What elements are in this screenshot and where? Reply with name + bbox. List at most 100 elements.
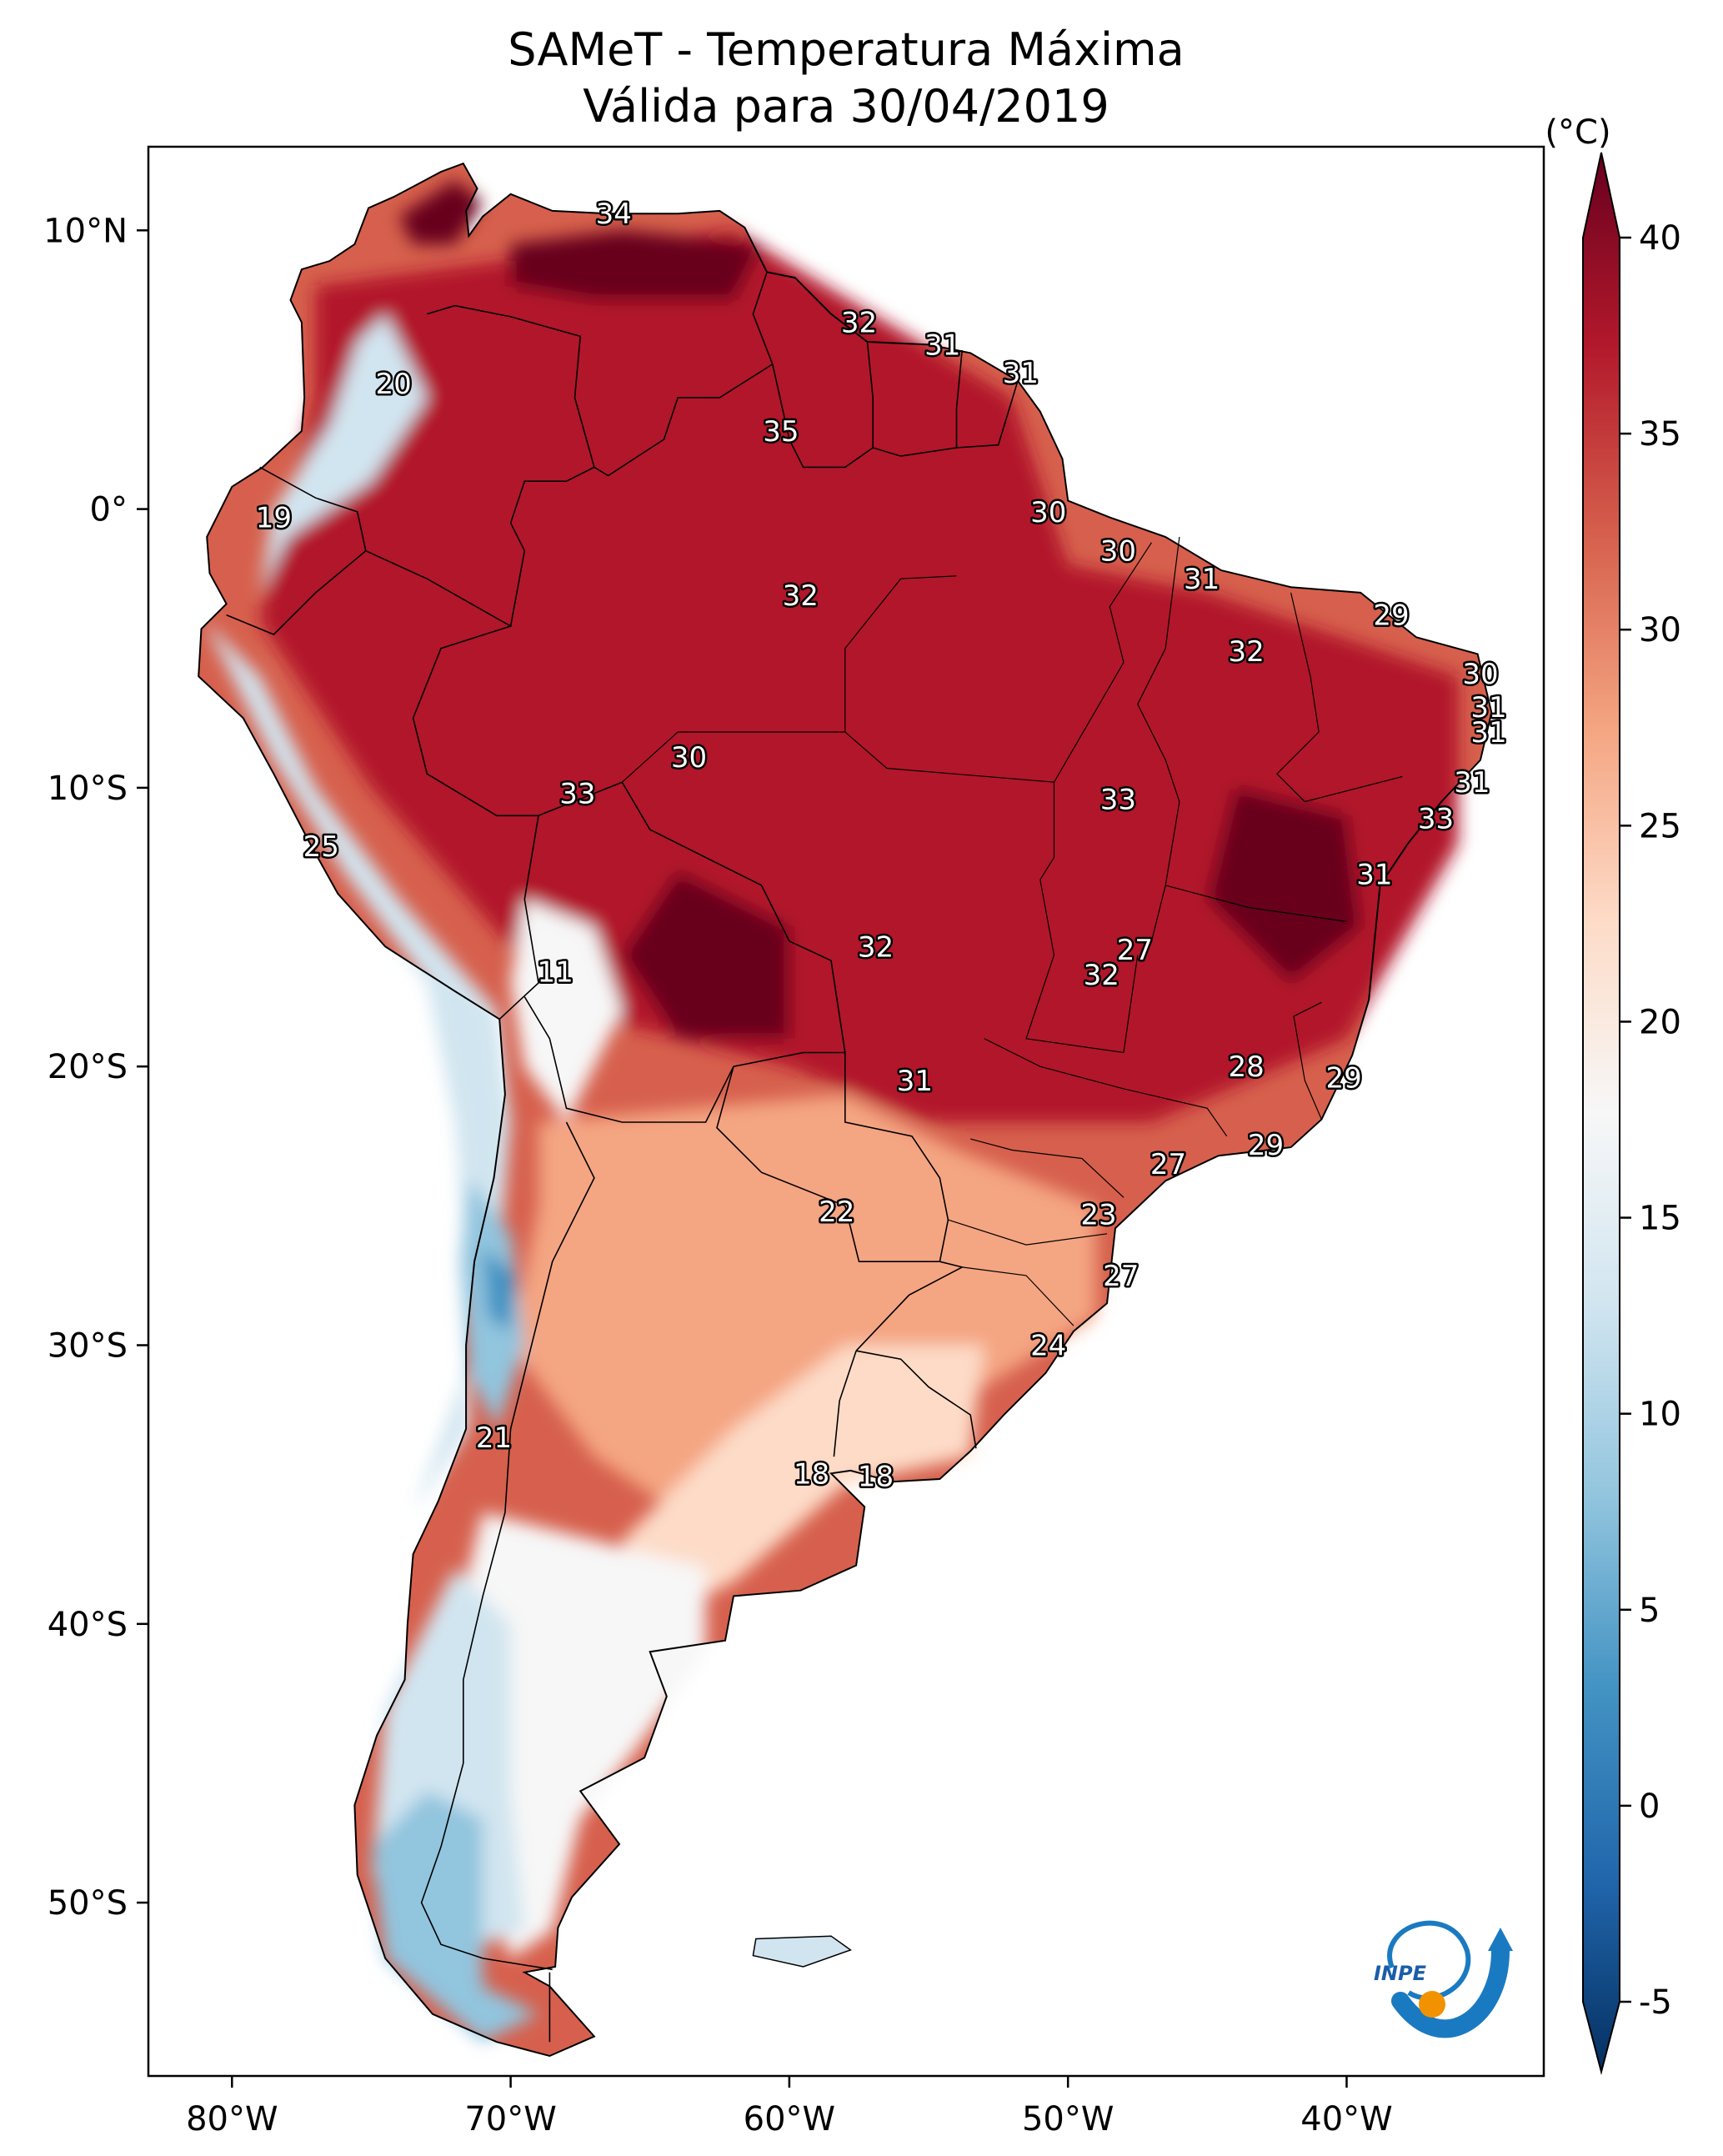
temperature-label: 11 bbox=[537, 956, 573, 990]
country-border bbox=[956, 380, 1019, 449]
temperature-label: 32 bbox=[858, 930, 894, 964]
temperature-label: 23 bbox=[1080, 1198, 1116, 1231]
state-border bbox=[1025, 880, 1139, 1054]
temperature-label: 35 bbox=[763, 415, 799, 449]
lon-tick-label: 70°W bbox=[464, 2100, 556, 2138]
lat-tick-label: 10°N bbox=[43, 212, 128, 250]
temperature-label: 19 bbox=[256, 502, 292, 535]
temperature-label: 27 bbox=[1117, 934, 1153, 967]
temperature-label: 24 bbox=[1030, 1329, 1066, 1362]
lon-tick-label: 60°W bbox=[744, 2100, 835, 2138]
temperature-label: 30 bbox=[1100, 535, 1136, 569]
temperature-label: 22 bbox=[819, 1196, 854, 1229]
temperature-label: 32 bbox=[841, 307, 877, 340]
temperature-region bbox=[259, 230, 1459, 1122]
temperature-label: 28 bbox=[1229, 1050, 1265, 1084]
temperature-label: 25 bbox=[303, 830, 339, 864]
country-border bbox=[772, 341, 874, 469]
temperature-blobs bbox=[203, 180, 1459, 2043]
colorbar-tick-label: 20 bbox=[1639, 1003, 1681, 1041]
temperature-label: 30 bbox=[671, 741, 707, 775]
temperature-label: 33 bbox=[1418, 803, 1454, 836]
lat-tick-label: 0° bbox=[90, 491, 128, 529]
country-border bbox=[365, 549, 539, 1020]
temperature-label: 18 bbox=[858, 1461, 894, 1494]
temperature-label: 32 bbox=[1229, 635, 1265, 669]
colorbar-tick-label: 25 bbox=[1639, 807, 1681, 845]
state-border bbox=[844, 575, 957, 732]
state-border bbox=[1053, 542, 1153, 783]
colorbar-tick-label: 15 bbox=[1639, 1200, 1681, 1238]
coastline bbox=[198, 162, 1493, 2058]
temperature-label: 31 bbox=[1356, 859, 1392, 892]
temperature-label: 33 bbox=[1100, 783, 1136, 816]
temperature-label: 32 bbox=[783, 579, 819, 613]
temperature-label: 21 bbox=[476, 1421, 512, 1455]
temperature-label: 34 bbox=[596, 198, 632, 231]
state-border bbox=[962, 1266, 1074, 1326]
temperature-label: 29 bbox=[1373, 599, 1409, 633]
state-border bbox=[1293, 1001, 1322, 1120]
colorbar-tick-label: 35 bbox=[1639, 415, 1681, 454]
temperature-region bbox=[510, 230, 762, 300]
country-border bbox=[594, 272, 774, 477]
temperature-label: 27 bbox=[1150, 1148, 1186, 1181]
map-title: SAMeT - Temperatura Máxima bbox=[508, 23, 1185, 76]
state-border bbox=[1276, 592, 1403, 803]
temperature-label: 29 bbox=[1326, 1062, 1362, 1096]
colorbar: 40 35 30 25 20 15 10 5 0 -5 (°C) bbox=[1545, 113, 1681, 2075]
temperature-region bbox=[398, 180, 483, 244]
falklands-island bbox=[752, 1935, 853, 1968]
colorbar-tick-label: 0 bbox=[1639, 1787, 1660, 1826]
country-border bbox=[420, 1121, 595, 1971]
lat-tick-label: 10°S bbox=[48, 770, 128, 808]
lon-tick-label: 50°W bbox=[1022, 2100, 1114, 2138]
logo-sun-icon bbox=[1419, 1991, 1445, 2018]
temperature-label: 20 bbox=[376, 368, 412, 401]
lat-tick-label: 20°S bbox=[48, 1048, 128, 1086]
temperature-label: 30 bbox=[1462, 658, 1498, 691]
lat-tick-label: 50°S bbox=[48, 1884, 128, 1923]
state-border bbox=[1165, 885, 1347, 922]
country-border bbox=[833, 1350, 857, 1457]
state-border bbox=[970, 1138, 1124, 1198]
temperature-label: 31 bbox=[1003, 357, 1039, 390]
colorbar-tick-label: 30 bbox=[1639, 611, 1681, 649]
temperature-label: 32 bbox=[1084, 959, 1119, 992]
map-subtitle: Válida para 30/04/2019 bbox=[583, 80, 1109, 133]
temperature-label: 18 bbox=[794, 1457, 829, 1491]
temperature-region bbox=[203, 620, 511, 1513]
colorbar-tick-label: 40 bbox=[1639, 219, 1681, 258]
lat-tick-label: 40°S bbox=[48, 1606, 128, 1644]
map-frame bbox=[147, 145, 1545, 2078]
colorbar-unit: (°C) bbox=[1545, 113, 1610, 152]
country-border bbox=[855, 1261, 964, 1351]
temperature-label: 31 bbox=[924, 328, 960, 362]
colorbar-tick-label: 10 bbox=[1639, 1396, 1681, 1434]
temperature-label: 29 bbox=[1248, 1129, 1284, 1162]
country-border bbox=[855, 1350, 977, 1449]
state-border bbox=[948, 1219, 1108, 1246]
logo-orbit-icon bbox=[1387, 1920, 1471, 2001]
state-border bbox=[984, 1038, 1228, 1137]
lat-tick-label: 30°S bbox=[48, 1326, 128, 1365]
lon-tick-label: 40°W bbox=[1300, 2100, 1392, 2138]
temperature-region bbox=[510, 899, 623, 1122]
latitude-axis: 10°N 0° 10°S 20°S 30°S 40°S 50°S bbox=[43, 212, 148, 1923]
logo-arrow-icon bbox=[1391, 1942, 1510, 2038]
inpe-logo: INPE bbox=[1374, 1920, 1513, 2038]
temperature-region bbox=[454, 1512, 706, 1958]
temperature-label: 33 bbox=[559, 778, 595, 811]
colorbar-tick-label: -5 bbox=[1639, 1983, 1672, 2022]
temperature-region bbox=[622, 1345, 984, 1624]
temperature-label: 27 bbox=[1103, 1260, 1139, 1293]
temperature-region bbox=[622, 871, 789, 1039]
temperature-region bbox=[259, 313, 428, 593]
logo-text: INPE bbox=[1374, 1962, 1427, 1985]
colorbar-tick-label: 5 bbox=[1639, 1592, 1660, 1630]
logo-arrowhead-icon bbox=[1488, 1928, 1513, 1951]
state-border bbox=[621, 731, 1055, 880]
longitude-axis: 80°W 70°W 60°W 50°W 40°W bbox=[186, 2076, 1393, 2138]
